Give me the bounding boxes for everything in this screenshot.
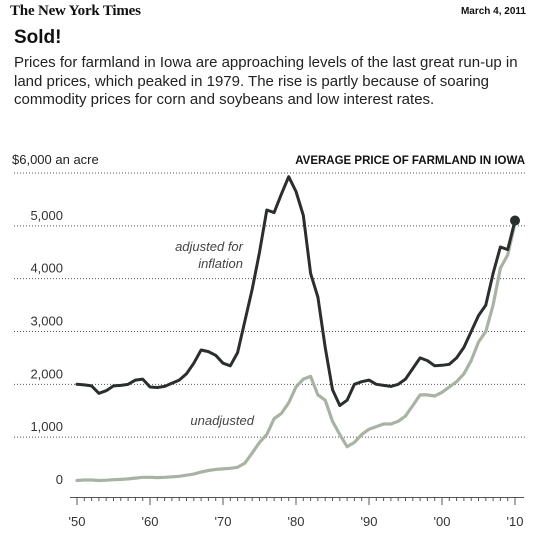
series-line-adjusted [75, 175, 517, 407]
x-tick-label: '60 [142, 514, 159, 529]
x-tick-label: '80 [288, 514, 305, 529]
x-tick-label: '00 [434, 514, 451, 529]
masthead: The New York Times [10, 3, 141, 19]
y-tick-label: 2,000 [30, 366, 63, 381]
x-tick-label: '70 [215, 514, 232, 529]
series-label-adjusted-line1: adjusted for [175, 239, 244, 254]
x-axis: '50 '60 '70 '80 '90 '00 '10 [69, 497, 524, 529]
chart-description: Prices for farmland in Iowa are approach… [14, 54, 518, 108]
grid-lines [14, 172, 526, 438]
y-tick-label: 4,000 [30, 261, 63, 276]
series-lines [75, 175, 520, 483]
y-tick-label: 0 [56, 472, 63, 487]
y-axis-unit-label: $6,000 an acre [12, 152, 99, 167]
y-tick-label: 5,000 [30, 208, 63, 223]
page-title: Sold! [14, 27, 62, 48]
x-tick-label: '90 [361, 514, 378, 529]
series-line-unadjusted [75, 221, 517, 483]
series-label-unadjusted: unadjusted [190, 413, 254, 428]
chart-title: AVERAGE PRICE OF FARMLAND IN IOWA [295, 155, 525, 167]
x-tick-label: '50 [69, 514, 86, 529]
x-tick-label: '10 [507, 514, 524, 529]
y-tick-label: 3,000 [30, 314, 63, 329]
y-tick-label: 1,000 [30, 419, 63, 434]
endpoint-marker [510, 215, 520, 226]
publish-date: March 4, 2011 [460, 6, 526, 17]
series-label-adjusted-line2: inflation [198, 256, 243, 271]
y-axis-ticks: 0 1,000 2,000 3,000 4,000 5,000 [30, 208, 63, 487]
